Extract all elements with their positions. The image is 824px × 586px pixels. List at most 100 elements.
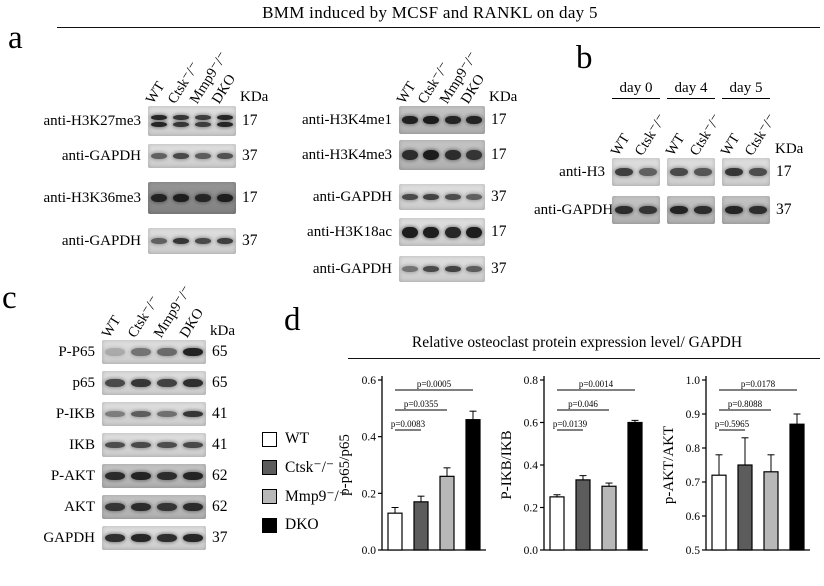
protein-band [172, 238, 190, 244]
protein-band [183, 442, 203, 448]
panel-b-letter: b [576, 40, 593, 76]
protein-band [216, 194, 234, 202]
protein-band [216, 115, 234, 120]
figure-title: BMM induced by MCSF and RANKL on day 5 [262, 3, 598, 22]
blot-row: anti-GAPDH 37 [283, 184, 530, 210]
protein-band [157, 348, 177, 356]
blot-lane [399, 256, 421, 282]
blot-lane [612, 196, 636, 224]
protein-band [150, 238, 168, 244]
legend-item: Mmp9⁻/⁻ [262, 487, 347, 506]
blot-lane [102, 371, 128, 395]
blot-lane [442, 256, 464, 282]
kda-value: 62 [212, 467, 228, 484]
antibody-label: IKB [69, 436, 95, 453]
blot-image [399, 184, 485, 210]
blot-lane [399, 140, 421, 170]
blot-lane [399, 218, 421, 246]
blot-lane [180, 340, 206, 364]
blot-lane [399, 184, 421, 210]
blot-lane [102, 340, 128, 364]
svg-text:0.6: 0.6 [362, 375, 377, 387]
blot-lane [128, 433, 154, 457]
svg-text:0.8: 0.8 [686, 443, 701, 455]
blot-image [722, 196, 770, 224]
blot-lane [691, 196, 715, 224]
protein-band [150, 153, 168, 159]
legend-item: DKO [262, 516, 347, 534]
protein-band [725, 168, 743, 176]
blot-lane [691, 158, 715, 186]
blot-lane [464, 140, 486, 170]
blot-lane [154, 526, 180, 550]
antibody-label: anti-GAPDH [534, 201, 614, 218]
protein-band [401, 226, 418, 238]
svg-text:p=0.0355: p=0.0355 [404, 399, 439, 409]
blot-lane [128, 526, 154, 550]
blot-lane [154, 402, 180, 426]
blot-lane [102, 402, 128, 426]
svg-text:0.5: 0.5 [686, 545, 701, 557]
blot-row: anti-H3K36me3 17 [10, 182, 281, 214]
kda-value: 17 [776, 163, 792, 180]
blot-segments [612, 196, 770, 224]
protein-band [157, 442, 177, 448]
blot-row: P-AKT 62 [10, 464, 251, 488]
protein-band [183, 379, 203, 387]
blot-lane [170, 182, 192, 214]
blot-row: anti-H3K4me3 17 [283, 140, 530, 170]
protein-band [150, 122, 168, 127]
antibody-label: AKT [64, 498, 95, 515]
bar-chart-p-ikb-ikb: P-IKB/IKB 0.0 0.2 0.4 0.6 0.8 p=0.0139 p=0.046 p… [498, 366, 660, 576]
protein-band [466, 226, 483, 238]
blot-lane [192, 144, 214, 168]
protein-band [183, 503, 203, 511]
panel-c-letter: c [2, 280, 17, 316]
protein-band [105, 503, 125, 511]
svg-text:0.4: 0.4 [362, 432, 377, 444]
protein-band [157, 411, 177, 417]
blot-lane [442, 106, 464, 134]
blot-lane [154, 371, 180, 395]
title-underline [57, 27, 820, 28]
blot-lane [464, 256, 486, 282]
blot-lane [464, 218, 486, 246]
kda-value: 41 [212, 436, 228, 453]
blot-lane [746, 158, 770, 186]
svg-text:p=0.0178: p=0.0178 [741, 379, 776, 389]
svg-text:p=0.0083: p=0.0083 [391, 419, 426, 429]
blot-lane [148, 228, 170, 254]
protein-band [401, 194, 418, 200]
blot-row: p65 65 [10, 371, 251, 395]
kda-value: 41 [212, 405, 228, 422]
protein-band [105, 411, 125, 417]
protein-band [615, 168, 633, 176]
panel-c-blot-group: WT Ctsk⁻/⁻ Mmp9⁻/⁻ DKO kDa P-P65 65 p65 65 P-IKB 4… [10, 283, 251, 550]
antibody-label: anti-H3K4me1 [302, 111, 392, 128]
protein-band [216, 122, 234, 127]
protein-band [131, 379, 151, 387]
blot-row: anti-GAPDH 37 [534, 196, 810, 224]
blot-row: IKB 41 [10, 433, 251, 457]
protein-band [194, 122, 212, 127]
svg-text:p=0.5965: p=0.5965 [715, 419, 750, 429]
lane-label: WT [662, 130, 689, 159]
kda-value: 37 [242, 232, 258, 249]
blot-row: anti-GAPDH 37 [10, 228, 281, 254]
protein-band [423, 150, 440, 160]
blot-row: P-P65 65 [10, 340, 251, 364]
blot-row: anti-H3 17 [534, 158, 810, 186]
lane-label: WT [607, 130, 634, 159]
blot-image [148, 144, 236, 168]
blot-lane [170, 106, 192, 136]
protein-band [423, 116, 440, 124]
svg-text:0.2: 0.2 [362, 488, 377, 500]
blot-lane [399, 106, 421, 134]
protein-band [444, 194, 461, 200]
svg-text:1.0: 1.0 [686, 375, 701, 387]
protein-band [131, 442, 151, 448]
protein-band [183, 534, 203, 542]
blot-image [102, 495, 206, 519]
blot-image [612, 158, 660, 186]
